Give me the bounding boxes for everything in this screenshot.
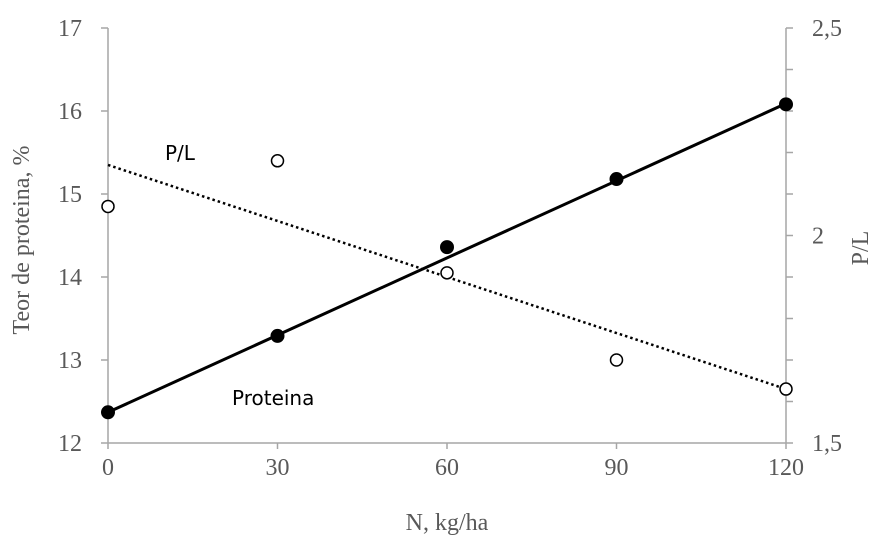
data-point-proteina [270, 328, 285, 343]
x-tick-label: 30 [266, 455, 290, 481]
data-point-proteina [609, 172, 624, 187]
data-point-p-l [609, 353, 624, 367]
tick-labels: 0 30 60 90 120 12 13 14 15 16 17 1,5 2 2,5 [58, 16, 842, 481]
data-point-p-l [440, 266, 454, 280]
series-label-pl: P/L [165, 141, 196, 165]
y-right-tick-label: 1,5 [812, 431, 842, 457]
y-left-tick-label: 17 [58, 16, 82, 42]
x-tick-label: 120 [768, 455, 804, 481]
x-tick-label: 0 [102, 455, 114, 481]
y-right-tick-label: 2 [812, 224, 824, 250]
y-left-tick-label: 12 [58, 431, 82, 457]
data-point-p-l [270, 154, 285, 168]
x-tick-label: 90 [605, 455, 629, 481]
series-label-proteina: Proteina [232, 386, 314, 410]
y-right-tick-label: 2,5 [812, 16, 842, 42]
x-axis-title: N, kg/ha [406, 510, 489, 536]
x-tick-label: 60 [435, 455, 459, 481]
y-axis-right-title: P/L [848, 231, 874, 266]
tick-marks [101, 27, 793, 449]
y-left-tick-label: 16 [58, 99, 82, 125]
data-point-proteina [101, 405, 115, 420]
trendlines [107, 102, 787, 414]
y-left-tick-label: 15 [58, 182, 82, 208]
data-point-proteina [440, 240, 454, 255]
data-point-proteina [779, 97, 793, 112]
trendline-proteina [107, 102, 787, 414]
trendline-p-l [107, 163, 787, 391]
data-point-p-l [779, 382, 793, 396]
axes [107, 28, 787, 444]
data-point-p-l [101, 199, 115, 214]
y-left-tick-label: 14 [58, 265, 82, 291]
data-points [101, 97, 793, 420]
y-left-tick-label: 13 [58, 348, 82, 374]
y-axis-left-title: Teor de proteina, % [9, 146, 35, 335]
